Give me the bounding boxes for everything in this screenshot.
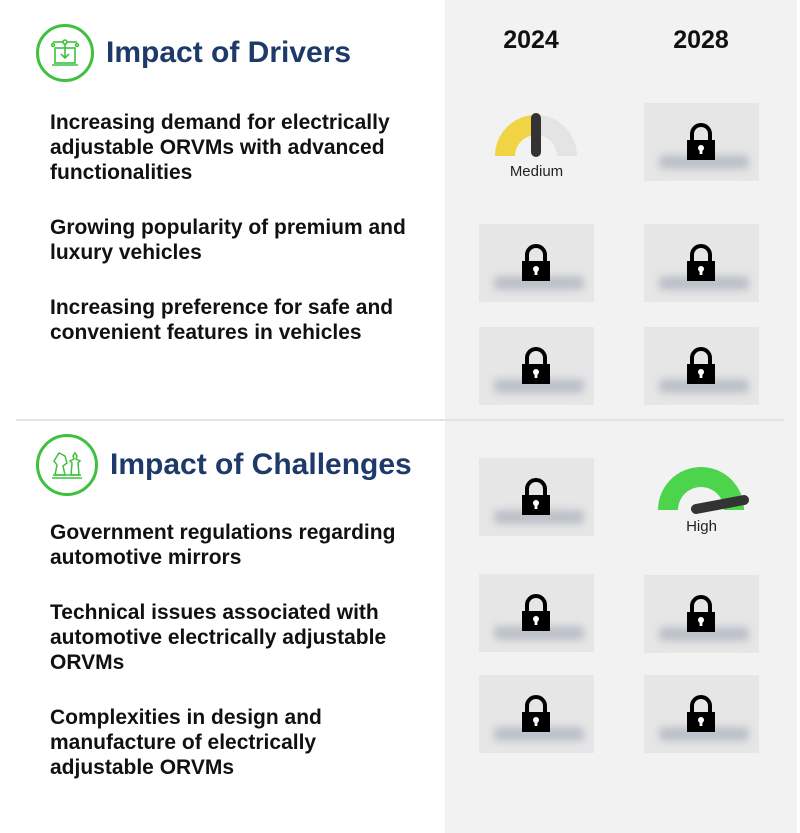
lock-icon: [687, 595, 715, 632]
locked-cell[interactable]: [644, 224, 759, 302]
challenge-item: Technical issues associated with automot…: [50, 601, 387, 674]
drivers-section-title: Impact of Drivers: [106, 36, 352, 69]
driver-item: Increasing preference for safe and conve…: [50, 296, 394, 344]
circuit-laptop-icon: [36, 24, 94, 82]
lock-icon: [687, 244, 715, 281]
driver-item: Growing popularity of premium and luxury…: [50, 216, 406, 264]
lock-icon: [522, 244, 550, 281]
locked-cell[interactable]: [479, 675, 594, 753]
lock-icon: [522, 347, 550, 384]
locked-cell[interactable]: [644, 575, 759, 653]
locked-cell[interactable]: [644, 103, 759, 181]
section-divider: [16, 419, 784, 421]
impact-gauge-medium: Medium: [479, 108, 594, 188]
column-header-2024: 2024: [503, 26, 559, 54]
lock-icon: [522, 695, 550, 732]
locked-cell[interactable]: [479, 327, 594, 405]
locked-cell[interactable]: [479, 458, 594, 536]
impact-gauge-high: High: [644, 462, 759, 542]
lock-icon: [687, 695, 715, 732]
gauge-label: Medium: [509, 163, 564, 180]
locked-cell[interactable]: [479, 224, 594, 302]
chess-pieces-icon: [36, 434, 98, 496]
locked-cell[interactable]: [644, 675, 759, 753]
drivers-section-header: Impact of Drivers: [36, 24, 351, 82]
lock-icon: [687, 347, 715, 384]
challenges-section-header: Impact of Challenges: [36, 434, 412, 496]
lock-icon: [522, 478, 550, 515]
driver-item: Increasing demand for electrically adjus…: [50, 111, 390, 184]
column-header-2028: 2028: [673, 26, 729, 54]
challenge-item: Complexities in design and manufacture o…: [50, 706, 322, 779]
challenge-item: Government regulations regarding automot…: [50, 521, 396, 569]
gauge-label: High: [686, 518, 717, 535]
locked-cell[interactable]: [644, 327, 759, 405]
locked-cell[interactable]: [479, 574, 594, 652]
lock-icon: [687, 123, 715, 160]
challenges-section-title: Impact of Challenges: [110, 448, 412, 481]
lock-icon: [522, 594, 550, 631]
